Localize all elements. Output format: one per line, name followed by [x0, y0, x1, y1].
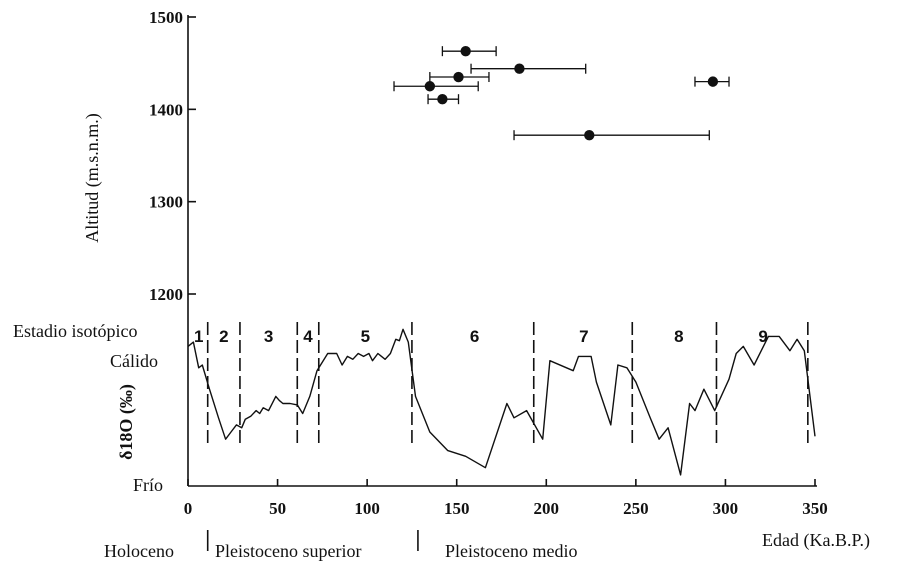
y-tick-label: 1400	[149, 100, 183, 119]
y-axis-label: Altitud (m.s.n.m.)	[82, 113, 103, 243]
stage-number: 6	[470, 327, 479, 346]
x-axis-label: Edad (Ka.B.P.)	[762, 530, 870, 551]
x-tick-label: 200	[534, 499, 560, 518]
data-point	[584, 129, 595, 141]
stage-number: 2	[219, 327, 228, 346]
x-tick-label: 100	[354, 499, 380, 518]
data-point	[437, 93, 448, 105]
stage-number: 1	[194, 327, 203, 346]
x-tick-label: 300	[713, 499, 739, 518]
y-tick-label: 1500	[149, 8, 183, 27]
y-tick-label: 1200	[149, 285, 183, 304]
data-point	[424, 81, 436, 92]
stage-number: 3	[264, 327, 273, 346]
cold-label: Frío	[133, 475, 163, 495]
warm-label: Cálido	[110, 351, 158, 371]
data-point	[460, 45, 471, 57]
period-label: Holoceno	[104, 541, 174, 561]
x-tick-label: 350	[802, 499, 828, 518]
data-point	[453, 71, 464, 83]
period-label: Pleistoceno medio	[445, 541, 577, 561]
period-label: Pleistoceno superior	[215, 541, 361, 561]
stage-number: 4	[303, 327, 313, 346]
x-tick-label: 50	[269, 499, 286, 518]
data-point	[707, 76, 719, 87]
x-tick-label: 250	[623, 499, 649, 518]
stage-title: Estadio isotópico	[13, 321, 138, 341]
stage-number: 7	[579, 327, 588, 346]
stage-number: 5	[361, 327, 370, 346]
x-tick-label: 0	[184, 499, 193, 518]
isotope-axis-label: δ18O (‰)	[116, 384, 137, 460]
data-point	[514, 63, 525, 74]
stage-number: 8	[674, 327, 683, 346]
stage-number: 9	[758, 327, 767, 346]
y-tick-label: 1300	[149, 193, 183, 212]
x-tick-label: 150	[444, 499, 470, 518]
isotope-curve	[187, 328, 816, 476]
